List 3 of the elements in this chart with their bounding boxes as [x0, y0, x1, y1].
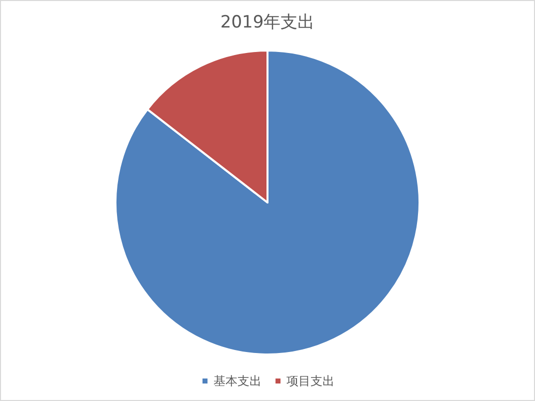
chart-title: 2019年支出	[220, 12, 315, 32]
legend-label: 基本支出	[214, 374, 262, 388]
legend-label: 项目支出	[286, 374, 334, 388]
